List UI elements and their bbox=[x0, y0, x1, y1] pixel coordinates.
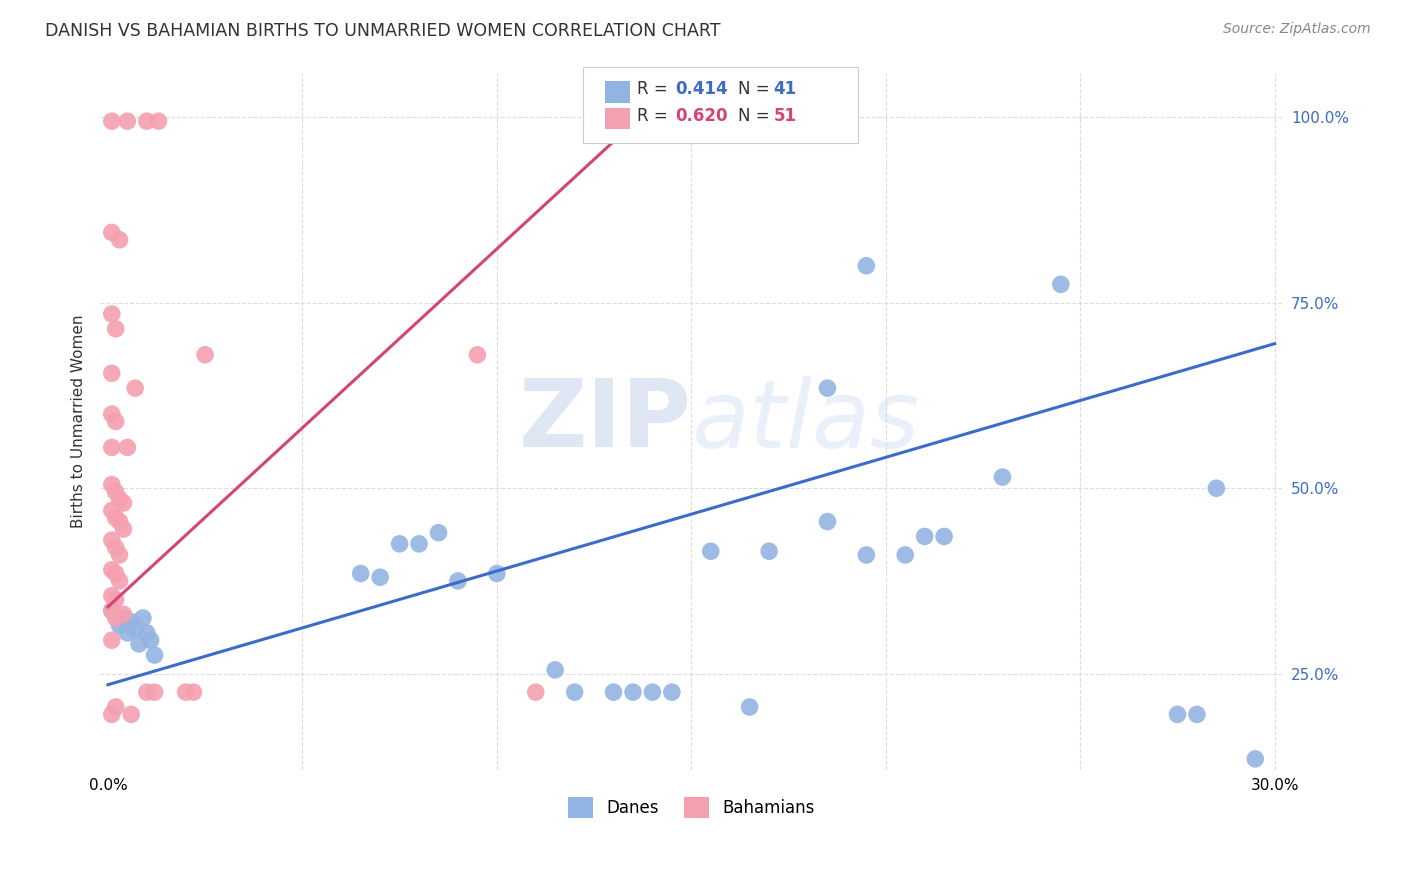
Point bbox=[524, 685, 547, 699]
Point bbox=[817, 515, 839, 529]
Point bbox=[914, 529, 936, 543]
Point bbox=[104, 415, 127, 429]
Point bbox=[108, 618, 131, 632]
Point bbox=[661, 685, 683, 699]
Point bbox=[101, 503, 124, 517]
Point bbox=[1049, 277, 1071, 292]
Point bbox=[101, 226, 124, 240]
Point bbox=[388, 537, 411, 551]
Point bbox=[564, 685, 586, 699]
Point bbox=[485, 566, 508, 581]
Point bbox=[108, 548, 131, 562]
Text: 41: 41 bbox=[773, 80, 796, 98]
Text: 51: 51 bbox=[773, 107, 796, 125]
Point bbox=[104, 322, 127, 336]
Text: N =: N = bbox=[738, 80, 775, 98]
Point bbox=[894, 548, 917, 562]
Point bbox=[148, 114, 170, 128]
Point bbox=[104, 700, 127, 714]
Text: N =: N = bbox=[738, 107, 775, 125]
Point bbox=[104, 511, 127, 525]
Point bbox=[108, 574, 131, 588]
Point bbox=[1185, 707, 1208, 722]
Point bbox=[117, 441, 139, 455]
Point bbox=[101, 603, 124, 617]
Point bbox=[1108, 774, 1130, 789]
Point bbox=[120, 615, 142, 629]
Point bbox=[124, 381, 146, 395]
Point bbox=[132, 611, 155, 625]
Point bbox=[101, 603, 124, 617]
Point bbox=[101, 533, 124, 548]
Text: ZIP: ZIP bbox=[519, 376, 692, 467]
Text: 0.414: 0.414 bbox=[675, 80, 727, 98]
Point bbox=[1205, 481, 1227, 495]
Point bbox=[112, 522, 135, 536]
Point bbox=[1166, 707, 1188, 722]
Point bbox=[135, 114, 157, 128]
Point bbox=[117, 114, 139, 128]
Point bbox=[112, 611, 135, 625]
Point bbox=[408, 537, 430, 551]
Point bbox=[104, 611, 127, 625]
Point bbox=[112, 496, 135, 510]
Point bbox=[120, 707, 142, 722]
Point bbox=[101, 407, 124, 421]
Point bbox=[101, 114, 124, 128]
Point bbox=[101, 633, 124, 648]
Legend: Danes, Bahamians: Danes, Bahamians bbox=[561, 790, 821, 824]
Point bbox=[104, 592, 127, 607]
Point bbox=[101, 707, 124, 722]
Point bbox=[124, 622, 146, 636]
Point bbox=[738, 700, 761, 714]
Y-axis label: Births to Unmarried Women: Births to Unmarried Women bbox=[72, 315, 86, 528]
Point bbox=[139, 633, 162, 648]
Point bbox=[194, 348, 217, 362]
Point bbox=[368, 570, 391, 584]
Point bbox=[758, 544, 780, 558]
Point bbox=[447, 574, 470, 588]
Point bbox=[117, 625, 139, 640]
Point bbox=[641, 685, 664, 699]
Text: atlas: atlas bbox=[692, 376, 920, 467]
Point bbox=[101, 563, 124, 577]
Text: DANISH VS BAHAMIAN BIRTHS TO UNMARRIED WOMEN CORRELATION CHART: DANISH VS BAHAMIAN BIRTHS TO UNMARRIED W… bbox=[45, 22, 720, 40]
Point bbox=[855, 259, 877, 273]
Point bbox=[101, 441, 124, 455]
Point bbox=[1244, 752, 1267, 766]
Point bbox=[544, 663, 567, 677]
Point bbox=[143, 685, 166, 699]
Text: Source: ZipAtlas.com: Source: ZipAtlas.com bbox=[1223, 22, 1371, 37]
Point bbox=[108, 515, 131, 529]
Point bbox=[101, 589, 124, 603]
Text: R =: R = bbox=[637, 107, 673, 125]
Text: 0.620: 0.620 bbox=[675, 107, 727, 125]
Point bbox=[101, 366, 124, 380]
Point bbox=[817, 381, 839, 395]
Point bbox=[467, 348, 489, 362]
Text: R =: R = bbox=[637, 80, 673, 98]
Point bbox=[621, 685, 644, 699]
Point bbox=[101, 477, 124, 491]
Point bbox=[128, 637, 150, 651]
Point bbox=[932, 529, 955, 543]
Point bbox=[991, 470, 1014, 484]
Point bbox=[135, 625, 157, 640]
Point bbox=[104, 541, 127, 555]
Point bbox=[602, 685, 624, 699]
Point bbox=[350, 566, 373, 581]
Point bbox=[143, 648, 166, 662]
Point bbox=[104, 566, 127, 581]
Point bbox=[427, 525, 450, 540]
Point bbox=[174, 685, 197, 699]
Point bbox=[112, 607, 135, 622]
Point bbox=[183, 685, 205, 699]
Point bbox=[108, 233, 131, 247]
Point bbox=[855, 548, 877, 562]
Point bbox=[104, 484, 127, 499]
Point bbox=[135, 685, 157, 699]
Point bbox=[700, 544, 723, 558]
Point bbox=[108, 492, 131, 507]
Point bbox=[101, 307, 124, 321]
